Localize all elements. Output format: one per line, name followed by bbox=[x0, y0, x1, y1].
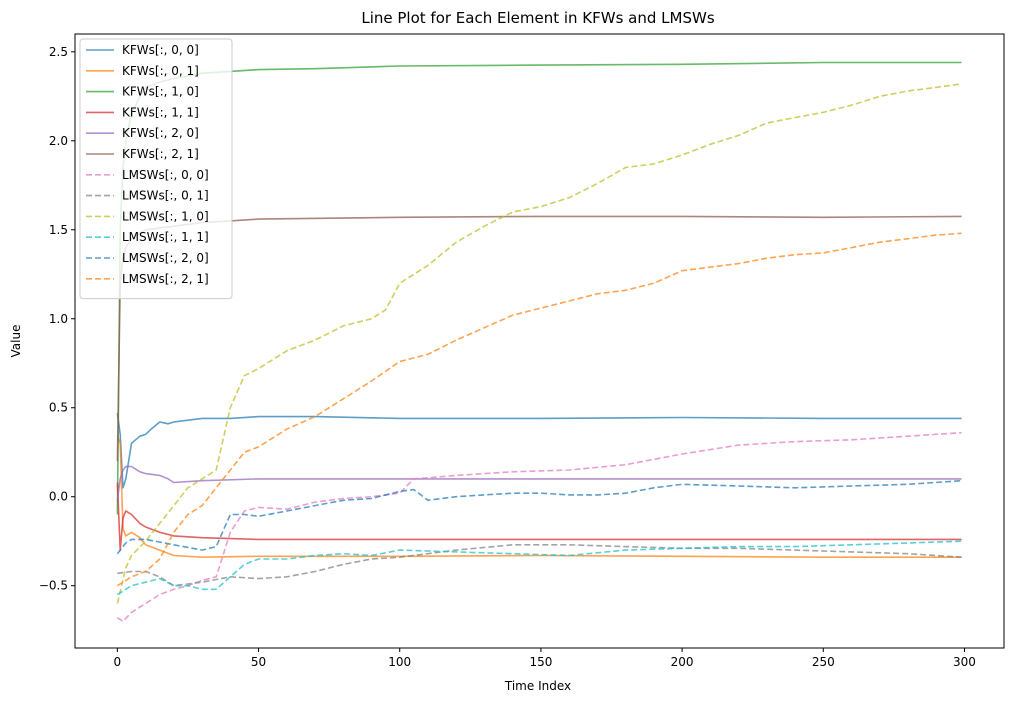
series-line-11 bbox=[116, 232, 962, 587]
series-line-5 bbox=[116, 215, 962, 462]
legend-label: KFWs[:, 0, 1] bbox=[122, 64, 199, 78]
series-line-10 bbox=[116, 479, 962, 555]
y-tick-label: 0.5 bbox=[49, 401, 68, 415]
y-axis-label: Value bbox=[9, 325, 23, 358]
x-tick-label: 0 bbox=[114, 655, 122, 669]
series-line-7 bbox=[117, 544, 962, 587]
x-axis-label: Time Index bbox=[504, 679, 571, 693]
series-line-8 bbox=[116, 83, 962, 604]
series-line-1 bbox=[116, 435, 962, 558]
x-tick-label: 150 bbox=[529, 655, 552, 669]
series-line-4 bbox=[116, 465, 962, 501]
y-tick-label: 2.0 bbox=[49, 134, 68, 148]
x-tick-label: 100 bbox=[388, 655, 411, 669]
y-tick-label: −0.5 bbox=[39, 579, 68, 593]
x-tick-label: 300 bbox=[953, 655, 976, 669]
x-tick-label: 200 bbox=[671, 655, 694, 669]
legend-label: KFWs[:, 2, 1] bbox=[122, 147, 199, 161]
x-tick-label: 50 bbox=[251, 655, 266, 669]
legend-label: KFWs[:, 1, 1] bbox=[122, 105, 199, 119]
y-tick-label: 1.5 bbox=[49, 223, 68, 237]
y-tick-label: 2.5 bbox=[49, 45, 68, 59]
legend-label: KFWs[:, 1, 0] bbox=[122, 85, 199, 99]
legend-label: LMSWs[:, 2, 0] bbox=[122, 251, 209, 265]
y-tick-label: 0.0 bbox=[49, 490, 68, 504]
legend-label: LMSWs[:, 0, 1] bbox=[122, 189, 209, 203]
legend-label: LMSWs[:, 0, 0] bbox=[122, 168, 209, 182]
chart-title: Line Plot for Each Element in KFWs and L… bbox=[361, 9, 714, 27]
x-tick-label: 250 bbox=[812, 655, 835, 669]
legend-label: LMSWs[:, 1, 1] bbox=[122, 230, 209, 244]
legend-label: LMSWs[:, 1, 0] bbox=[122, 209, 209, 223]
series-line-0 bbox=[116, 412, 962, 489]
legend-box bbox=[79, 38, 233, 300]
legend-label: KFWs[:, 2, 0] bbox=[122, 126, 199, 140]
series-line-2 bbox=[116, 61, 962, 515]
series-line-3 bbox=[116, 482, 962, 551]
y-tick-label: 1.0 bbox=[49, 312, 68, 326]
legend-label: KFWs[:, 0, 0] bbox=[122, 43, 199, 57]
plot-frame bbox=[74, 33, 1005, 649]
series-line-9 bbox=[116, 540, 962, 596]
legend: KFWs[:, 0, 0] KFWs[:, 0, 1] KFWs[:, 1, 0] K… bbox=[79, 38, 233, 300]
series-line-6 bbox=[116, 431, 962, 623]
legend-label: LMSWs[:, 2, 1] bbox=[122, 272, 209, 286]
